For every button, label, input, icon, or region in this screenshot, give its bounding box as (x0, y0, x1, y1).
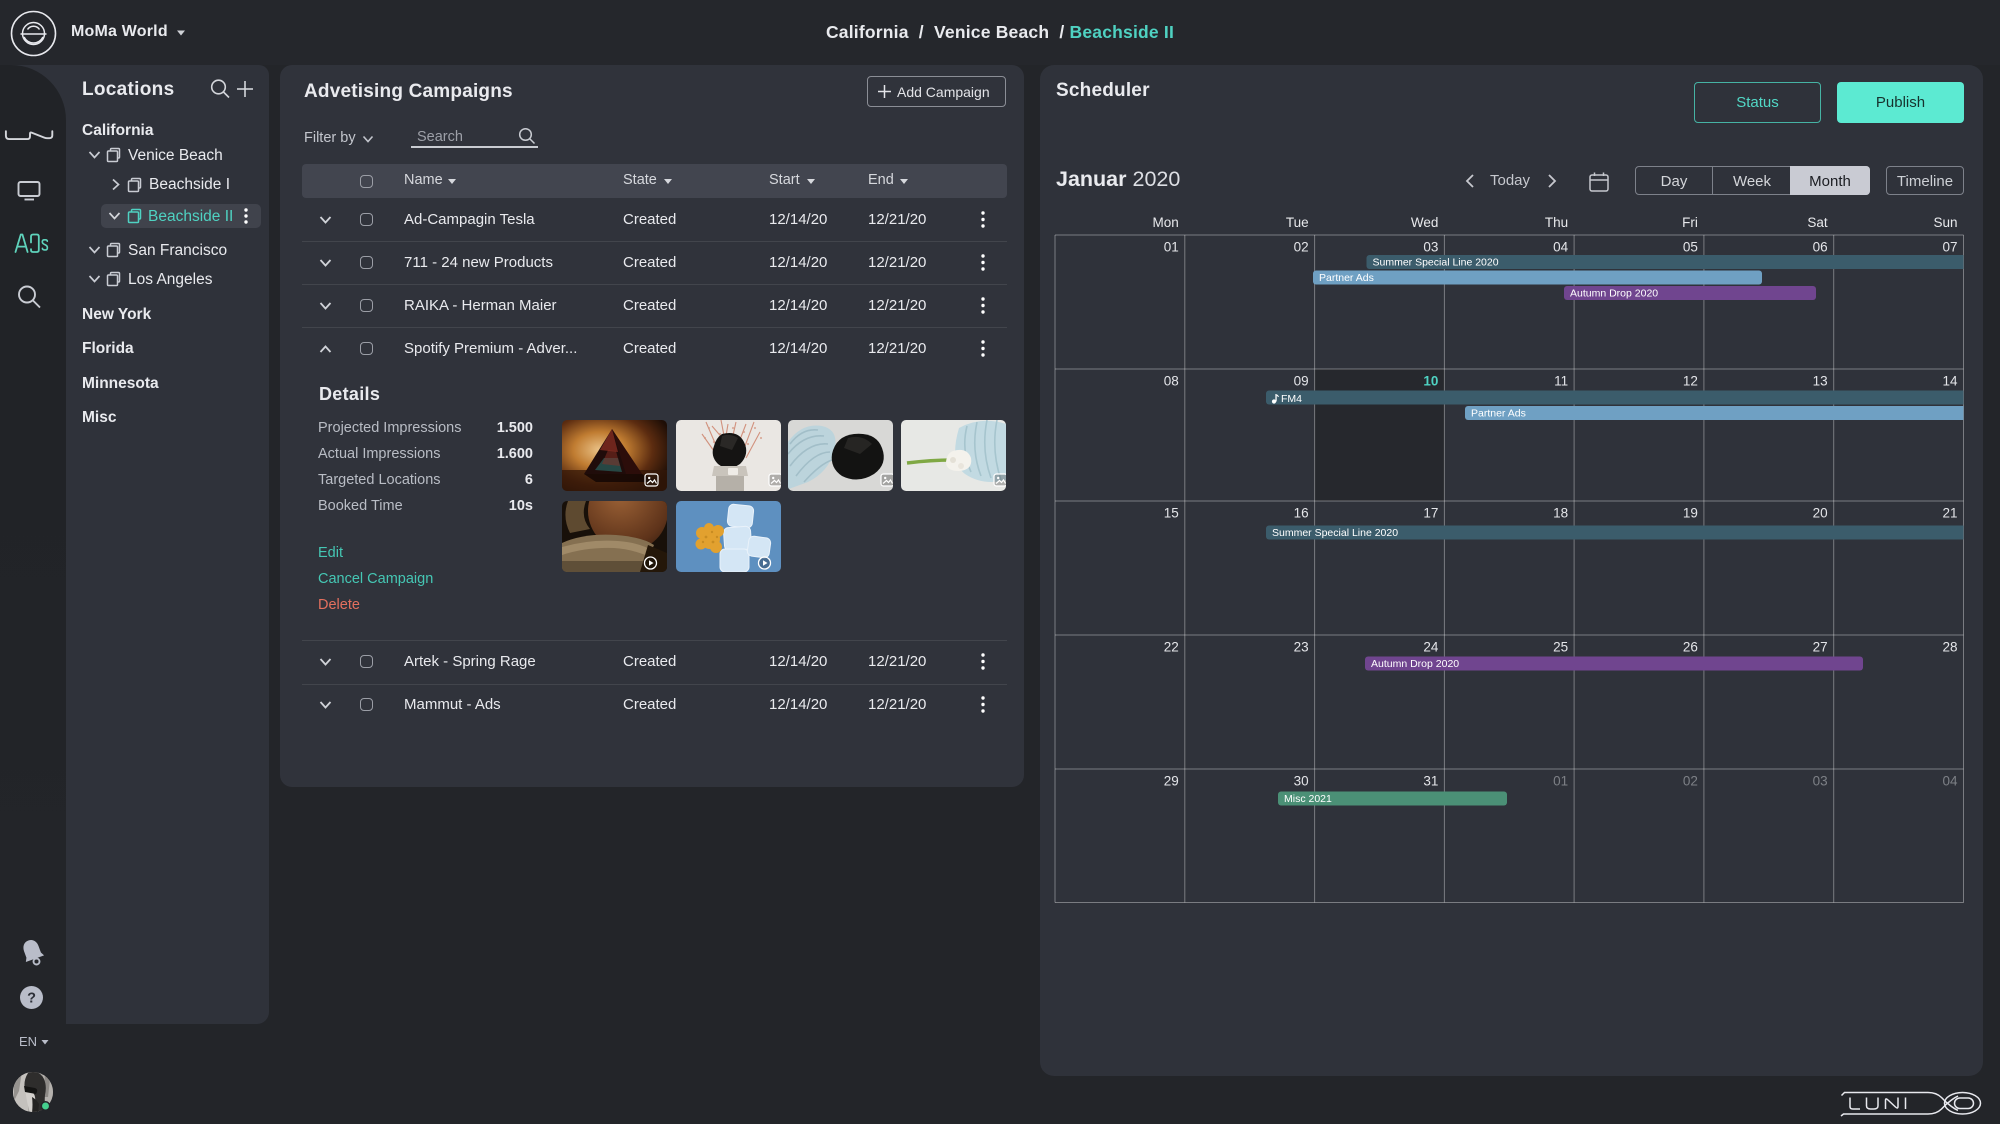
svg-text:02: 02 (1683, 774, 1698, 789)
svg-text:FM4: FM4 (1281, 393, 1302, 405)
svg-text:23: 23 (1294, 640, 1309, 655)
svg-text:15: 15 (1164, 506, 1179, 521)
svg-text:03: 03 (1423, 240, 1438, 255)
svg-text:Partner Ads: Partner Ads (1471, 408, 1526, 420)
svg-text:14: 14 (1942, 374, 1958, 389)
svg-text:17: 17 (1423, 506, 1438, 521)
svg-text:02: 02 (1294, 240, 1309, 255)
svg-text:03: 03 (1813, 774, 1828, 789)
svg-text:?: ? (27, 991, 36, 1007)
svg-text:18: 18 (1553, 506, 1568, 521)
svg-text:07: 07 (1942, 240, 1957, 255)
svg-text:06: 06 (1813, 240, 1828, 255)
svg-text:16: 16 (1294, 506, 1309, 521)
svg-text:10: 10 (1423, 374, 1438, 389)
svg-text:Summer Special Line 2020: Summer Special Line 2020 (1373, 257, 1499, 269)
svg-text:21: 21 (1942, 506, 1957, 521)
svg-text:01: 01 (1164, 240, 1179, 255)
svg-text:27: 27 (1813, 640, 1828, 655)
svg-text:19: 19 (1683, 506, 1698, 521)
svg-text:Autumn Drop 2020: Autumn Drop 2020 (1570, 288, 1658, 300)
svg-text:28: 28 (1942, 640, 1957, 655)
svg-text:20: 20 (1813, 506, 1828, 521)
svg-text:04: 04 (1553, 240, 1569, 255)
svg-text:Autumn Drop 2020: Autumn Drop 2020 (1371, 658, 1459, 670)
svg-text:29: 29 (1164, 774, 1179, 789)
svg-text:Sun: Sun (1933, 215, 1957, 230)
svg-text:30: 30 (1294, 774, 1309, 789)
svg-text:11: 11 (1554, 374, 1568, 389)
svg-text:Partner Ads: Partner Ads (1319, 272, 1374, 284)
svg-text:22: 22 (1164, 640, 1179, 655)
svg-text:Summer Special Line 2020: Summer Special Line 2020 (1272, 527, 1398, 539)
svg-text:26: 26 (1683, 640, 1698, 655)
svg-text:12: 12 (1683, 374, 1698, 389)
svg-text:08: 08 (1164, 374, 1179, 389)
svg-text:04: 04 (1942, 774, 1958, 789)
svg-text:24: 24 (1423, 640, 1439, 655)
svg-text:Misc 2021: Misc 2021 (1284, 793, 1332, 805)
svg-text:05: 05 (1683, 240, 1698, 255)
svg-text:Fri: Fri (1682, 215, 1698, 230)
svg-text:Sat: Sat (1807, 215, 1828, 230)
svg-text:25: 25 (1553, 640, 1568, 655)
svg-text:Wed: Wed (1411, 215, 1439, 230)
svg-text:Mon: Mon (1153, 215, 1179, 230)
svg-text:31: 31 (1423, 774, 1438, 789)
svg-text:Thu: Thu (1545, 215, 1568, 230)
svg-text:01: 01 (1553, 774, 1568, 789)
svg-text:09: 09 (1294, 374, 1309, 389)
svg-text:13: 13 (1813, 374, 1828, 389)
svg-text:Tue: Tue (1286, 215, 1309, 230)
